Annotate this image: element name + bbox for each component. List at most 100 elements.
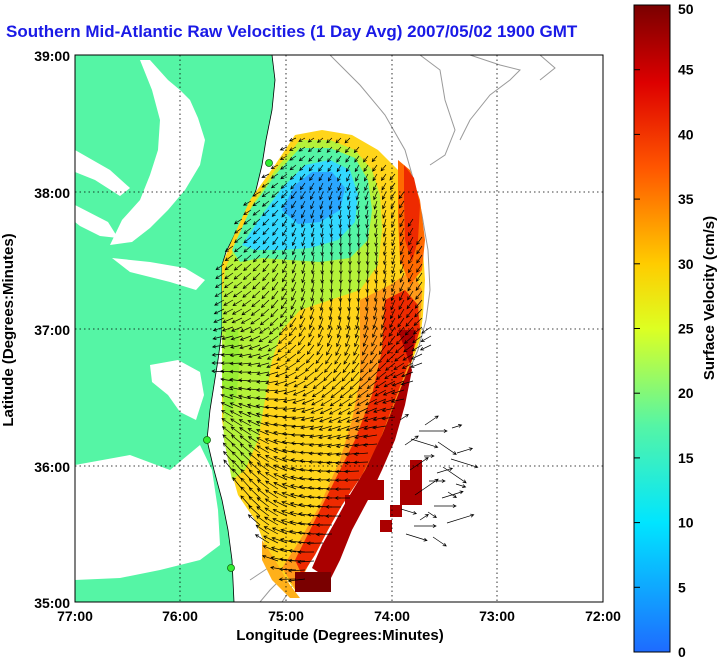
velocity-arrow (373, 218, 378, 229)
velocity-arrow (346, 317, 351, 330)
velocity-arrow (224, 281, 234, 289)
velocity-arrow (387, 335, 396, 346)
velocity-arrow (256, 462, 270, 472)
velocity-arrow (279, 317, 288, 328)
velocity-arrow (287, 335, 297, 345)
velocity-arrow (252, 200, 261, 207)
velocity-arrow (233, 272, 243, 280)
velocity-arrow (290, 466, 306, 472)
velocity-arrow (240, 451, 252, 463)
velocity-arrow (373, 398, 387, 405)
velocity-arrow (338, 218, 343, 229)
velocity-arrow (240, 477, 252, 490)
velocity-arrow (455, 483, 467, 488)
velocity-arrow (346, 308, 351, 321)
velocity-arrow (390, 209, 396, 219)
velocity-arrow (232, 476, 243, 490)
velocity-arrow (263, 535, 279, 544)
velocity-arrow (288, 326, 297, 337)
velocity-arrow (240, 495, 252, 508)
velocity-arrow (257, 344, 270, 351)
velocity-arrow (399, 413, 409, 421)
velocity-arrow (293, 380, 306, 388)
velocity-arrow (365, 227, 370, 238)
velocity-arrow (319, 407, 333, 415)
velocity-arrow (367, 371, 378, 381)
velocity-arrow (286, 353, 297, 362)
velocity-arrow (301, 272, 306, 284)
estuary-lower (112, 258, 205, 290)
velocity-arrow (402, 353, 414, 361)
velocity-arrow (365, 218, 369, 229)
velocity-arrow (304, 371, 315, 381)
velocity-arrow (399, 263, 405, 274)
velocity-arrow (374, 227, 378, 238)
velocity-arrow (337, 416, 351, 423)
velocity-arrow (274, 389, 288, 394)
velocity-arrow (243, 218, 252, 225)
velocity-arrow (325, 353, 333, 365)
velocity-arrow (365, 245, 370, 257)
velocity-arrow (301, 245, 306, 256)
velocity-arrow (252, 254, 261, 263)
velocity-arrow (251, 290, 261, 299)
velocity-arrow (363, 416, 378, 422)
velocity-arrow (329, 281, 334, 293)
velocity-arrow (347, 218, 352, 229)
velocity-arrow (310, 191, 315, 201)
velocity-arrow (242, 272, 252, 280)
velocity-arrow (238, 362, 252, 366)
velocity-arrow (355, 182, 360, 192)
velocity-arrow (297, 335, 306, 346)
velocity-arrow (271, 191, 279, 198)
velocity-arrow (288, 137, 297, 142)
velocity-arrow (247, 362, 261, 367)
velocity-arrow (341, 371, 351, 382)
velocity-arrow (270, 182, 279, 189)
velocity-arrow (364, 299, 369, 312)
velocity-arrow (320, 281, 324, 293)
velocity-arrow (243, 200, 252, 206)
velocity-arrow (345, 335, 351, 348)
velocity-arrow (368, 362, 378, 373)
velocity-arrow (401, 362, 414, 369)
velocity-arrow (319, 308, 324, 321)
velocity-arrow (247, 353, 261, 359)
velocity-arrow (356, 209, 360, 220)
velocity-arrow (281, 500, 297, 508)
velocity-arrow (215, 263, 225, 271)
velocity-arrow (338, 227, 343, 238)
velocity-arrow (256, 470, 270, 481)
velocity-arrow (317, 137, 324, 143)
velocity-arrow (399, 290, 405, 301)
velocity-arrow (264, 489, 279, 499)
velocity-arrow (220, 344, 234, 349)
colorbar-tick-label: 15 (678, 450, 694, 466)
velocity-arrow (345, 434, 360, 440)
pamlico-sound (75, 445, 220, 580)
velocity-arrow (271, 281, 279, 291)
velocity-arrow (330, 389, 342, 399)
velocity-arrow (399, 272, 405, 283)
velocity-arrow (382, 272, 387, 284)
velocity-arrow (300, 299, 306, 311)
velocity-arrow (372, 164, 378, 172)
velocity-arrow (281, 290, 288, 301)
velocity-arrow (291, 209, 297, 219)
velocity-arrow (326, 335, 333, 348)
velocity-arrow (411, 344, 423, 352)
velocity-arrow (272, 245, 279, 255)
velocity-arrow (240, 460, 252, 472)
velocity-arrow (396, 326, 405, 337)
velocity-arrow (373, 209, 378, 220)
velocity-arrow (289, 155, 297, 161)
velocity-arrow (300, 200, 306, 210)
velocity-arrow (386, 344, 396, 355)
velocity-arrow (319, 209, 324, 220)
velocity-arrow (374, 272, 379, 284)
velocity-arrow (291, 254, 297, 265)
colorbar-tick-label: 25 (678, 321, 694, 337)
velocity-arrow (345, 425, 360, 432)
velocity-arrow (234, 236, 243, 243)
velocity-arrow (365, 290, 369, 303)
